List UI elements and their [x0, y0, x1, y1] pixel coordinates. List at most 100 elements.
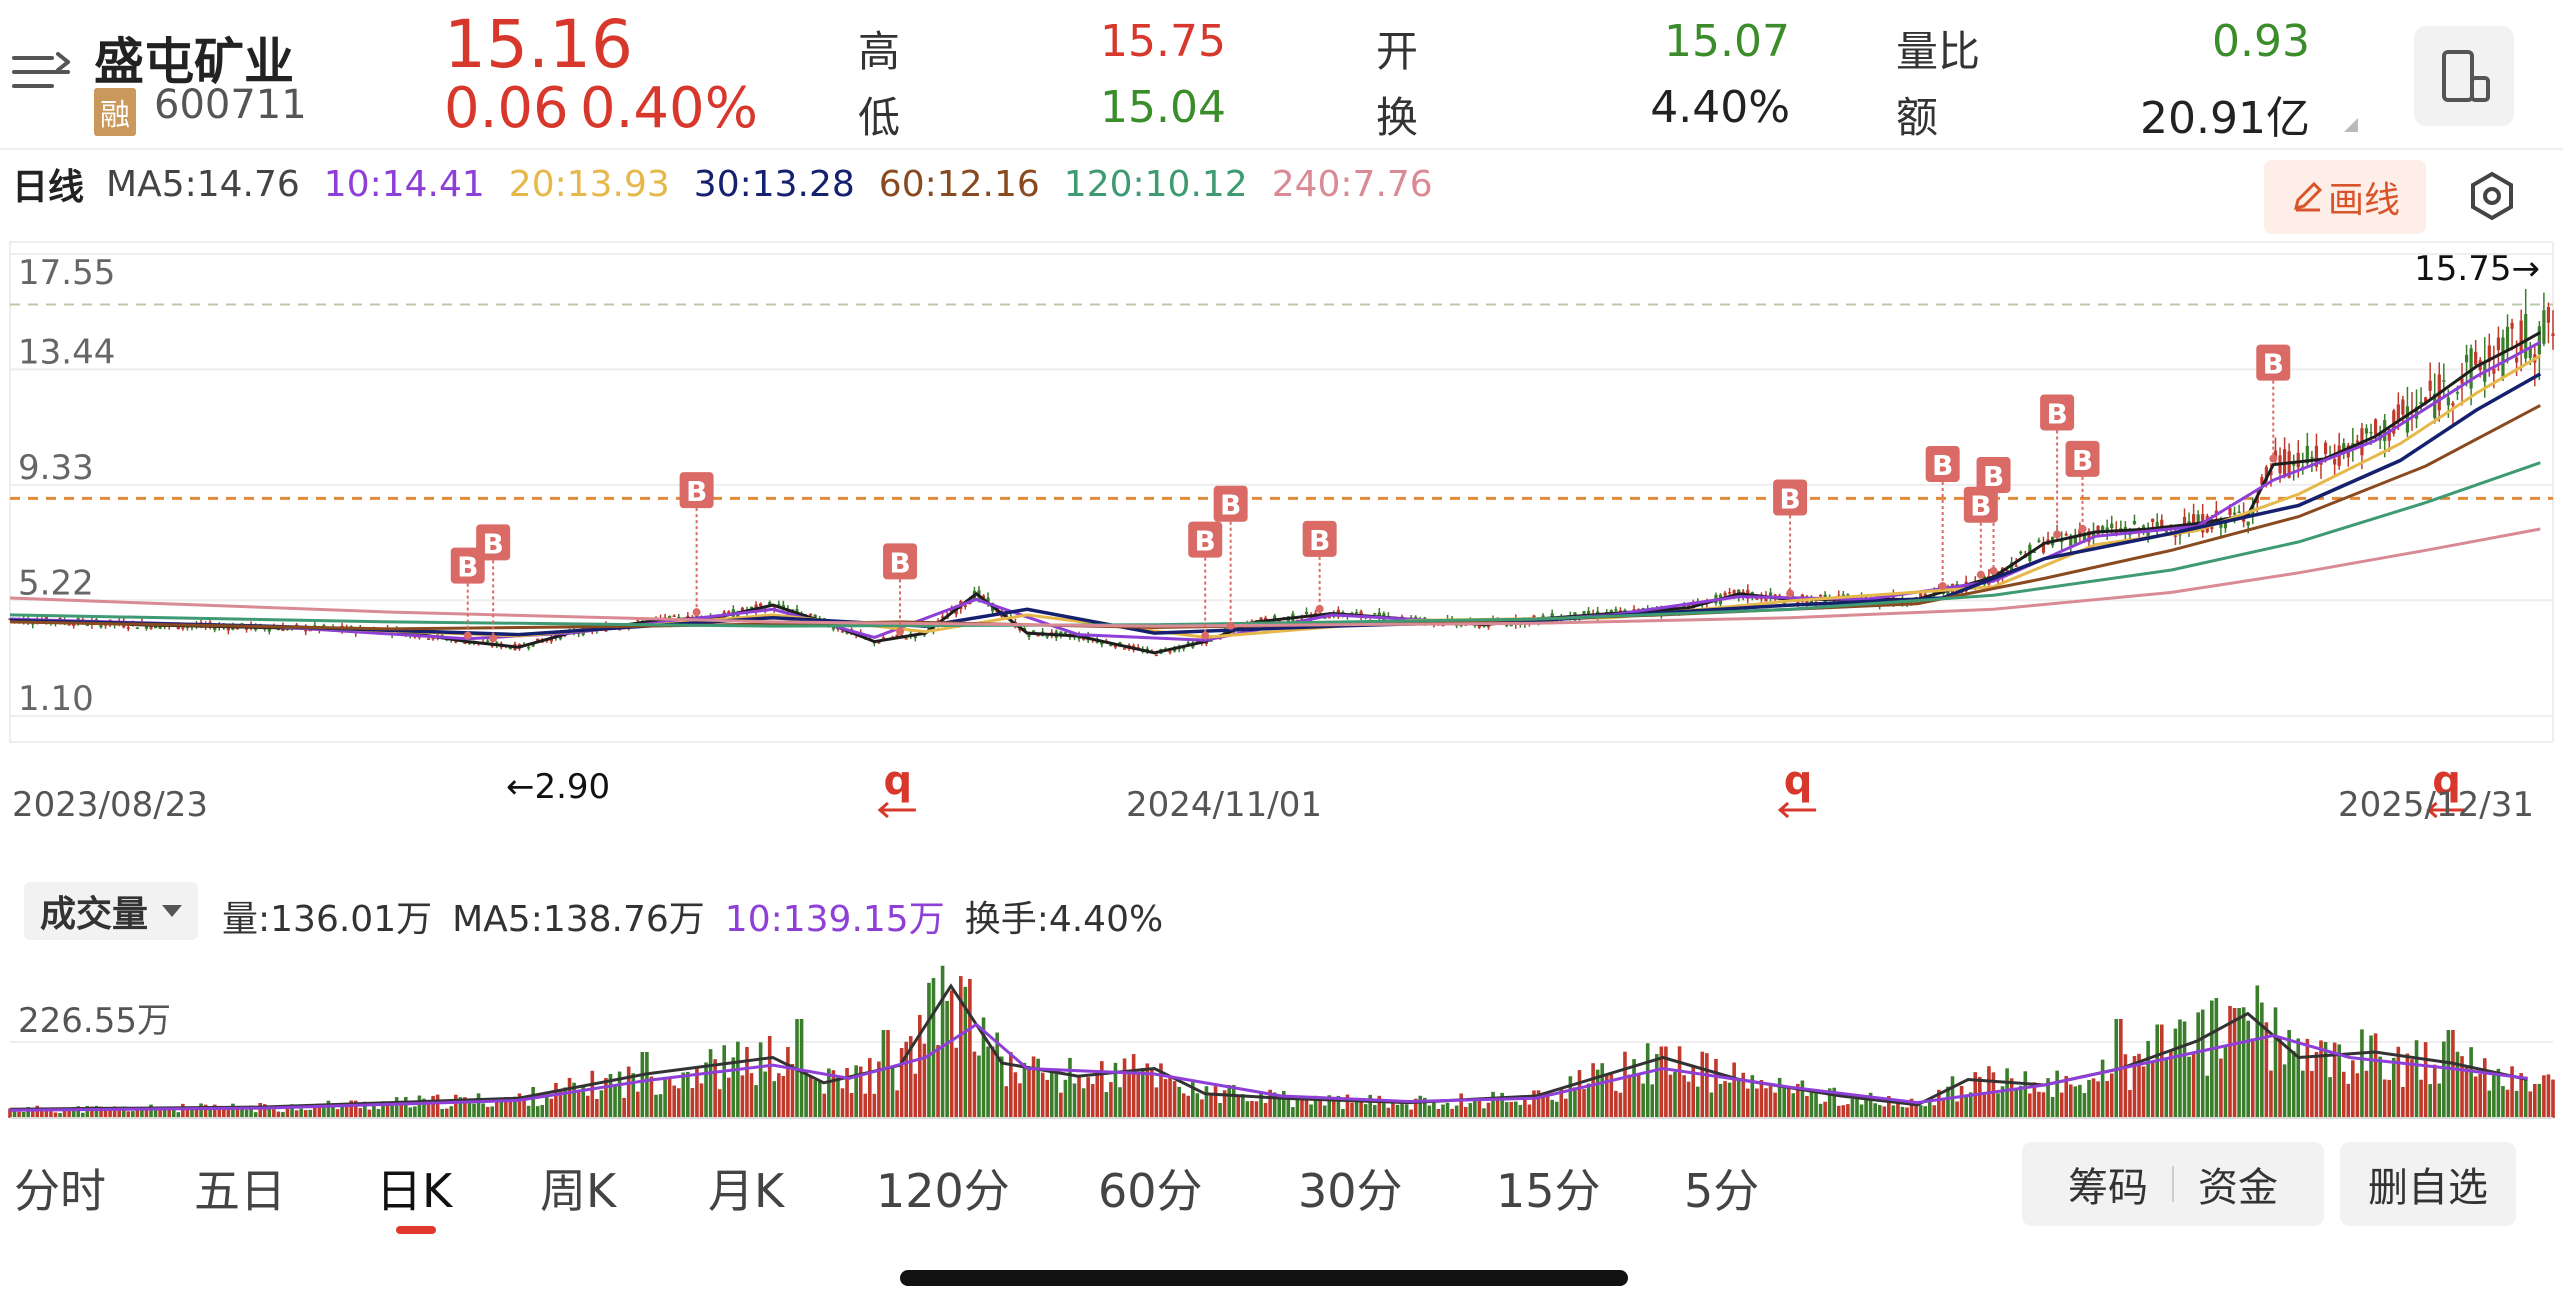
volume-bar	[1145, 1063, 1150, 1118]
tab-60min[interactable]: 60分	[1098, 1164, 1203, 1218]
tab-30min[interactable]: 30分	[1298, 1164, 1403, 1218]
candle-body	[2323, 442, 2328, 454]
header-divider	[0, 148, 2563, 150]
tab-5min[interactable]: 5分	[1684, 1164, 1760, 1218]
volume-bar	[2196, 1012, 2200, 1118]
volume-bar	[1268, 1089, 1272, 1118]
candle-body	[2310, 456, 2314, 459]
volume-bar	[1923, 1106, 1928, 1118]
volume-bar	[71, 1107, 76, 1118]
volume-bar	[2496, 1068, 2501, 1118]
volume-bar	[1659, 1046, 1664, 1118]
volume-bar	[226, 1106, 231, 1118]
ma10-value: 10:14.41	[323, 163, 485, 205]
volume-bar	[1259, 1091, 1263, 1118]
volume-legend: 量:136.01万 MA5:138.76万 10:139.15万 换手:4.40…	[222, 890, 1163, 942]
candle-body	[2401, 399, 2405, 415]
buy-signal-dot	[1938, 581, 1947, 590]
settings-button[interactable]	[2462, 166, 2522, 226]
tab-weekly-k[interactable]: 周K	[540, 1164, 617, 1218]
volume-bar	[936, 1045, 940, 1118]
candle-body	[1122, 648, 1127, 650]
draw-line-button[interactable]: 画线	[2264, 160, 2426, 234]
volume-bar	[1909, 1098, 1914, 1118]
volume-bar	[2068, 1084, 2073, 1118]
candle-body	[1186, 642, 1190, 645]
volume-bar	[927, 982, 931, 1118]
candle-body	[2464, 354, 2469, 363]
volume-bar	[463, 1097, 467, 1118]
volume-chart[interactable]: 226.55万	[0, 950, 2563, 1125]
candle-body	[977, 590, 981, 598]
candle-body	[954, 608, 958, 615]
volume-bar	[413, 1106, 417, 1118]
volume-bar	[276, 1111, 281, 1118]
volume-bar	[2264, 1022, 2269, 1118]
buy-signal-dot	[692, 608, 701, 617]
volume-bar	[2000, 1086, 2005, 1118]
volume-bar	[2519, 1073, 2523, 1118]
candle-body	[2110, 523, 2114, 528]
tab-120min[interactable]: 120分	[876, 1164, 1010, 1218]
volume-bar	[1554, 1101, 1559, 1118]
candle-body	[1541, 615, 1545, 618]
buy-signal-label: B	[1220, 489, 1241, 522]
volume-bar	[294, 1110, 299, 1118]
volume-bar	[312, 1104, 317, 1118]
volume-bar	[1705, 1053, 1709, 1118]
candle-body	[900, 634, 904, 637]
candle-body	[1955, 583, 1959, 586]
volume-bar	[235, 1109, 240, 1118]
volume-bar	[886, 1030, 890, 1118]
volume-bar	[435, 1094, 440, 1118]
candle-body	[636, 619, 640, 621]
landscape-toggle-button[interactable]	[2414, 26, 2514, 126]
volume-bar	[467, 1099, 472, 1118]
tab-five-day[interactable]: 五日	[194, 1164, 286, 1218]
funds-button[interactable]: 资金	[2198, 1165, 2278, 1211]
button-divider	[2172, 1166, 2174, 1202]
chips-button[interactable]: 筹码	[2068, 1165, 2148, 1211]
candle-body	[877, 641, 881, 644]
volume-bar	[2173, 1028, 2178, 1118]
volume-bar	[2323, 1041, 2328, 1118]
sell-signal-label: q	[884, 758, 913, 804]
volume-bar	[2273, 1007, 2278, 1118]
candle-body	[2105, 527, 2109, 531]
tab-daily-k[interactable]: 日K	[376, 1164, 453, 1218]
volume-bar	[2282, 1064, 2287, 1118]
volume-bar	[968, 979, 972, 1118]
volume-bar	[1382, 1103, 1386, 1118]
volume-bar	[981, 1017, 986, 1118]
volume-bar	[2150, 1061, 2155, 1118]
volume-bar	[2328, 1077, 2332, 1118]
remove-watchlist-button[interactable]: 删自选	[2340, 1142, 2516, 1226]
draw-line-label: 画线	[2327, 180, 2400, 221]
volume-bar	[2314, 1051, 2319, 1118]
volume-bar	[2087, 1079, 2091, 1118]
menu-icon[interactable]	[12, 52, 72, 92]
device-rotate-icon	[2442, 50, 2490, 102]
price-change: 0.06	[444, 76, 569, 141]
volume-bar	[1045, 1079, 1050, 1118]
volume-bar	[2455, 1051, 2460, 1118]
volume-bar	[1341, 1109, 1345, 1118]
tab-monthly-k[interactable]: 月K	[708, 1164, 785, 1218]
volume-bar	[2510, 1066, 2514, 1118]
volume-bar	[481, 1103, 485, 1118]
candle-body	[2005, 569, 2009, 572]
volume-bar	[2360, 1029, 2364, 1118]
volume-bar	[595, 1098, 599, 1118]
volume-bar	[140, 1109, 144, 1118]
tab-intraday[interactable]: 分时	[14, 1164, 106, 1218]
volume-selector[interactable]: 成交量	[24, 882, 199, 940]
volume-bar	[1632, 1059, 1636, 1118]
volume-bar	[1791, 1093, 1796, 1118]
volume-bar	[1386, 1107, 1391, 1118]
tab-15min[interactable]: 15分	[1496, 1164, 1601, 1218]
volume-bar	[2123, 1054, 2128, 1118]
volume-bar	[2269, 1070, 2273, 1118]
volume-bar	[877, 1061, 881, 1118]
buy-signal-label: B	[889, 546, 910, 579]
